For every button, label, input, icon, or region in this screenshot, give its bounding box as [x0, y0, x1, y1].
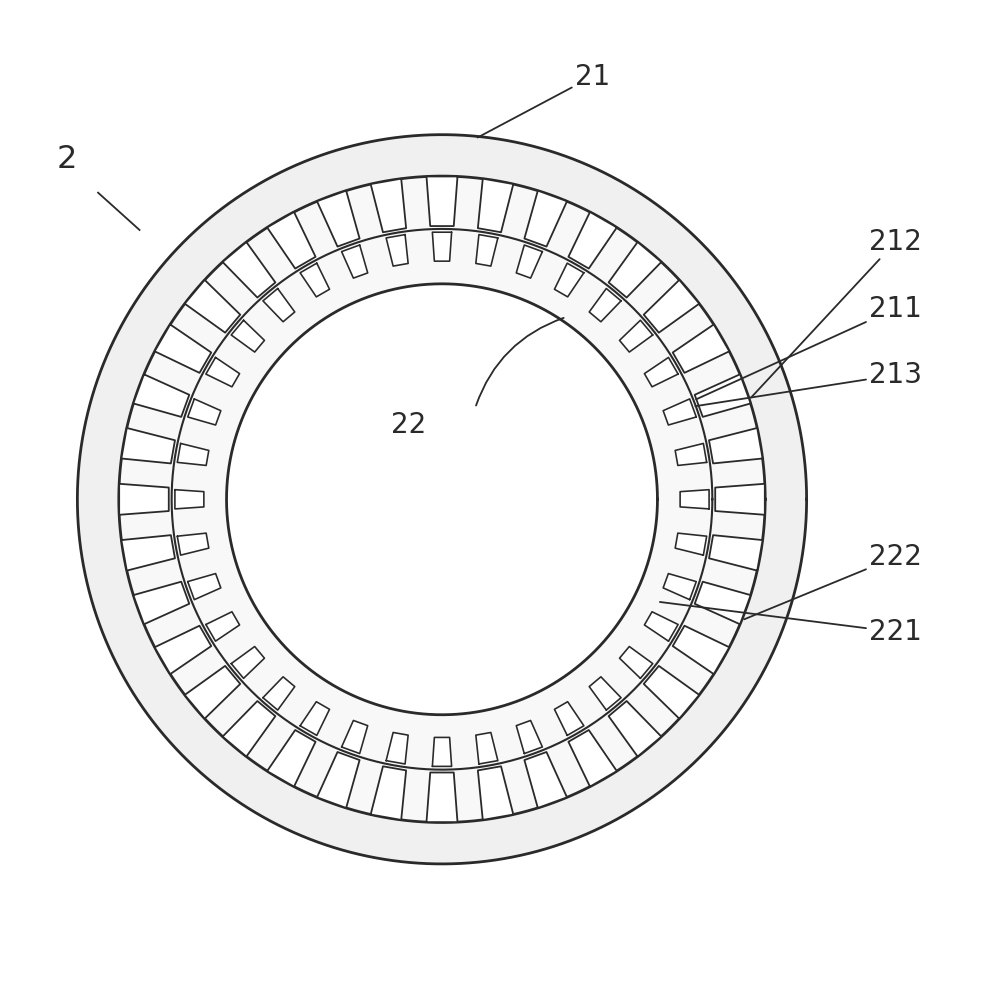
Polygon shape: [342, 721, 368, 753]
Polygon shape: [709, 535, 763, 571]
Polygon shape: [263, 289, 295, 322]
Polygon shape: [568, 730, 617, 787]
Polygon shape: [644, 280, 699, 333]
Polygon shape: [695, 581, 751, 625]
Polygon shape: [188, 573, 221, 600]
Polygon shape: [206, 357, 240, 387]
Polygon shape: [644, 666, 699, 719]
Polygon shape: [516, 246, 542, 278]
Polygon shape: [206, 612, 240, 641]
Text: 22: 22: [391, 410, 426, 439]
Text: 211: 211: [696, 295, 922, 400]
Polygon shape: [177, 444, 209, 465]
Polygon shape: [695, 374, 751, 417]
Polygon shape: [663, 573, 696, 600]
Polygon shape: [476, 235, 498, 266]
Text: 212: 212: [751, 229, 922, 398]
Polygon shape: [386, 733, 408, 764]
Polygon shape: [300, 263, 330, 297]
Polygon shape: [177, 533, 209, 555]
Polygon shape: [620, 320, 653, 353]
Text: 222: 222: [744, 543, 922, 620]
Polygon shape: [426, 177, 457, 226]
Polygon shape: [267, 730, 316, 787]
Polygon shape: [155, 324, 211, 373]
Polygon shape: [675, 444, 707, 465]
Polygon shape: [300, 702, 330, 736]
Polygon shape: [620, 646, 653, 679]
Polygon shape: [478, 766, 513, 820]
Polygon shape: [663, 399, 696, 425]
Polygon shape: [185, 666, 240, 719]
Polygon shape: [371, 766, 406, 820]
Polygon shape: [371, 179, 406, 233]
Polygon shape: [77, 135, 807, 864]
Polygon shape: [155, 626, 211, 674]
Polygon shape: [317, 752, 360, 808]
Text: 21: 21: [478, 63, 610, 137]
Polygon shape: [426, 773, 457, 822]
Polygon shape: [589, 289, 621, 322]
Polygon shape: [231, 646, 264, 679]
Polygon shape: [175, 490, 204, 509]
Polygon shape: [554, 263, 584, 297]
Polygon shape: [673, 626, 729, 674]
Polygon shape: [675, 533, 707, 555]
Polygon shape: [589, 677, 621, 710]
Polygon shape: [524, 752, 567, 808]
Polygon shape: [609, 242, 661, 298]
Polygon shape: [680, 490, 709, 509]
Text: 221: 221: [660, 602, 922, 646]
Text: 2: 2: [57, 144, 77, 175]
Polygon shape: [342, 246, 368, 278]
Polygon shape: [267, 212, 316, 268]
Polygon shape: [121, 428, 175, 464]
Polygon shape: [133, 374, 189, 417]
Polygon shape: [715, 484, 765, 515]
Polygon shape: [119, 176, 765, 823]
Polygon shape: [568, 212, 617, 268]
Polygon shape: [673, 324, 729, 373]
Polygon shape: [121, 535, 175, 571]
Polygon shape: [185, 280, 240, 333]
Polygon shape: [524, 191, 567, 246]
Polygon shape: [432, 737, 452, 766]
Polygon shape: [476, 733, 498, 764]
Polygon shape: [386, 235, 408, 266]
Polygon shape: [516, 721, 542, 753]
Polygon shape: [709, 428, 763, 464]
Polygon shape: [432, 232, 452, 261]
Polygon shape: [119, 484, 169, 515]
Polygon shape: [263, 677, 295, 710]
Text: 213: 213: [695, 361, 922, 407]
Polygon shape: [223, 242, 275, 298]
Polygon shape: [478, 179, 513, 233]
Polygon shape: [609, 701, 661, 756]
Polygon shape: [133, 581, 189, 625]
Polygon shape: [554, 702, 584, 736]
Polygon shape: [188, 399, 221, 425]
Polygon shape: [644, 612, 678, 641]
Polygon shape: [231, 320, 264, 353]
Polygon shape: [317, 191, 360, 246]
Polygon shape: [644, 357, 678, 387]
Polygon shape: [223, 701, 275, 756]
